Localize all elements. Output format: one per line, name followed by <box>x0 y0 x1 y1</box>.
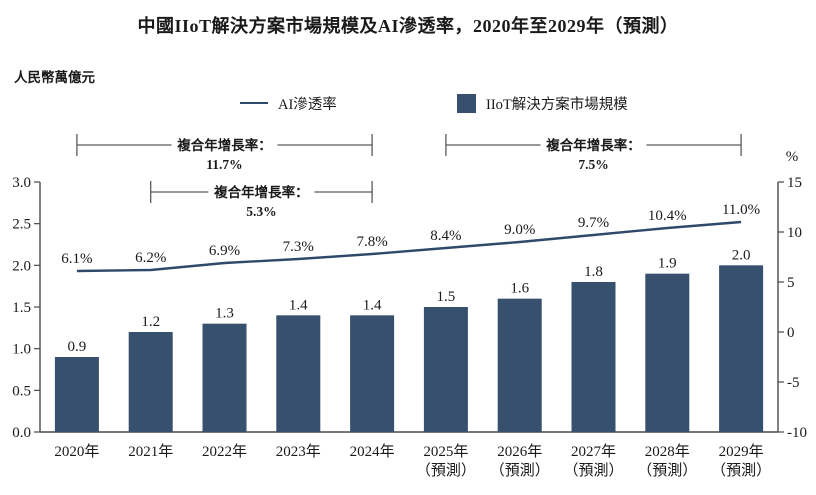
left-axis-tick-label: 2.5 <box>12 217 31 233</box>
left-axis-tick-label: 1.5 <box>12 300 31 316</box>
line-point-label: 9.0% <box>504 222 535 238</box>
x-axis-forecast-label: （預測） <box>490 462 550 479</box>
cagr-label-bg <box>171 135 278 155</box>
bar <box>54 357 99 432</box>
bar <box>202 323 247 432</box>
x-axis-category-label: 2020年 <box>54 443 99 460</box>
x-axis-category-label: 2022年 <box>202 443 247 460</box>
x-axis-forecast-label: （預測） <box>637 462 697 479</box>
bar <box>350 315 395 432</box>
x-axis-category-label: 2026年 <box>497 443 542 460</box>
x-axis-forecast-label: （預測） <box>416 462 476 479</box>
x-axis-category-label: 2024年 <box>350 443 395 460</box>
bar-value-label: 1.3 <box>215 306 234 322</box>
bar-value-label: 1.6 <box>510 281 529 297</box>
chart-svg: 複合年增長率： 11.7% 複合年增長率： 5.3% 複合年增長率： 7.5% 0.0 0.5… <box>12 134 807 479</box>
left-axis-tick-label: 0.5 <box>12 383 31 399</box>
legend-line-label: AI滲透率 <box>278 96 337 113</box>
right-axis-unit-label: % <box>786 149 799 165</box>
left-axis-tick-label: 0.0 <box>12 425 31 441</box>
left-axis-tick-label: 1.0 <box>12 342 31 358</box>
x-axis-forecast-label: （預測） <box>711 462 771 479</box>
x-axis-category-label: 2021年 <box>128 443 173 460</box>
cagr-value: 5.3% <box>246 204 276 219</box>
bar-series-swatch <box>457 93 476 113</box>
bar <box>497 298 542 432</box>
x-axis-category-label: 2028年 <box>645 443 690 460</box>
bar-value-label: 1.8 <box>584 264 603 280</box>
line-series-swatch <box>240 102 268 104</box>
cagr-label-bg <box>208 182 315 202</box>
right-axis-tick-label: 5 <box>787 275 795 291</box>
x-axis-category-label: 2023年 <box>276 443 321 460</box>
line-point-label: 8.4% <box>430 228 461 244</box>
left-axis-unit-label: 人民幣萬億元 <box>14 70 95 85</box>
line-point-label: 6.1% <box>61 251 92 267</box>
right-axis-tick-label: -10 <box>787 425 807 441</box>
x-axis-category-label: 2029年 <box>719 443 764 460</box>
line-point-label: 6.2% <box>135 250 166 266</box>
left-axis-tick-label: 2.0 <box>12 258 31 274</box>
right-axis-tick-label: 10 <box>787 225 802 241</box>
bar <box>645 273 690 432</box>
line-point-label: 7.3% <box>283 239 314 255</box>
bar <box>276 315 321 432</box>
cagr-label: 複合年增長率： <box>545 137 641 153</box>
line-point-label: 9.7% <box>578 215 609 231</box>
ai-penetration-line <box>76 220 742 273</box>
bar-value-label: 1.4 <box>289 297 308 313</box>
bar-value-label: 1.9 <box>658 256 677 272</box>
x-axis-category-label: 2027年 <box>571 443 616 460</box>
cagr-value: 7.5% <box>578 157 608 172</box>
right-axis-tick-label: 15 <box>787 175 802 191</box>
bar <box>128 332 173 432</box>
line-point-label: 6.9% <box>209 243 240 259</box>
cagr-value: 11.7% <box>206 157 242 172</box>
cagr-label: 複合年增長率： <box>213 184 309 200</box>
x-axis-forecast-label: （預測） <box>563 462 623 479</box>
line-point-label: 7.8% <box>356 234 387 250</box>
bar-value-label: 1.5 <box>437 289 456 305</box>
bar <box>571 282 616 432</box>
cagr-label: 複合年增長率： <box>176 137 272 153</box>
bar-value-label: 1.2 <box>141 314 160 330</box>
bar-value-label: 0.9 <box>68 339 87 355</box>
legend-bar-label: IIoT解決方案市場規模 <box>486 96 628 113</box>
left-axis-tick-label: 3.0 <box>12 175 31 191</box>
bar-value-label: 1.4 <box>363 297 382 313</box>
x-axis-category-label: 2025年 <box>423 443 468 460</box>
legend-item-market-size: IIoT解決方案市場規模 <box>457 92 628 114</box>
bar <box>719 265 764 432</box>
line-point-label: 11.0% <box>722 202 760 218</box>
cagr-label-bg <box>540 135 647 155</box>
line-point-label: 10.4% <box>648 208 687 224</box>
legend-item-ai-penetration: AI滲透率 <box>240 92 337 114</box>
right-axis-tick-label: -5 <box>787 375 800 391</box>
chart-title: 中國IIoT解決方案市場規模及AI滲透率，2020年至2029年（預測） <box>137 16 679 36</box>
bar <box>423 307 468 432</box>
bar-value-label: 2.0 <box>732 247 751 263</box>
right-axis-tick-label: 0 <box>787 325 795 341</box>
